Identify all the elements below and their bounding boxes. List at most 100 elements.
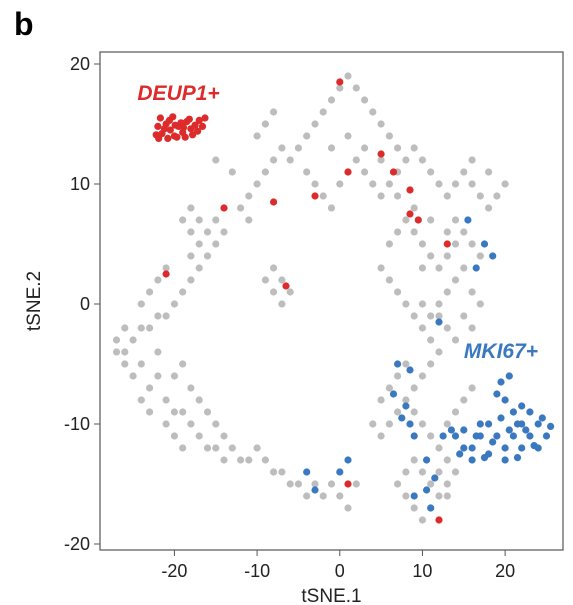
deup1-point xyxy=(173,134,180,141)
background-point xyxy=(452,180,459,187)
background-point xyxy=(171,300,178,307)
mki67-point xyxy=(423,486,430,493)
background-point xyxy=(303,168,310,175)
background-point xyxy=(179,408,186,415)
mki67-point xyxy=(514,420,521,427)
mki67-point xyxy=(440,432,447,439)
y-tick-label: -10 xyxy=(64,414,90,434)
background-point xyxy=(452,216,459,223)
background-point xyxy=(444,192,451,199)
deup1-point xyxy=(270,198,277,205)
x-tick-label: 0 xyxy=(335,561,345,581)
mki67-point xyxy=(526,432,533,439)
background-point xyxy=(402,492,409,499)
background-point xyxy=(477,192,484,199)
mki67-point xyxy=(518,402,525,409)
background-point xyxy=(303,132,310,139)
background-point xyxy=(411,228,418,235)
mki67-point xyxy=(510,408,517,415)
background-point xyxy=(204,252,211,259)
background-point xyxy=(262,120,269,127)
background-point xyxy=(419,324,426,331)
background-point xyxy=(212,156,219,163)
mki67-point xyxy=(473,264,480,271)
background-point xyxy=(212,240,219,247)
background-point xyxy=(402,216,409,223)
background-point xyxy=(220,432,227,439)
deup1-point xyxy=(201,114,208,121)
mki67-point xyxy=(464,216,471,223)
background-point xyxy=(419,240,426,247)
background-point xyxy=(113,348,120,355)
background-point xyxy=(171,372,178,379)
background-point xyxy=(320,192,327,199)
background-point xyxy=(411,504,418,511)
background-point xyxy=(270,264,277,271)
background-point xyxy=(378,192,385,199)
background-point xyxy=(196,216,203,223)
mki67-point xyxy=(402,402,409,409)
background-point xyxy=(427,312,434,319)
background-point xyxy=(361,96,368,103)
background-point xyxy=(353,84,360,91)
background-point xyxy=(220,228,227,235)
background-point xyxy=(444,492,451,499)
mki67-point xyxy=(518,444,525,451)
background-point xyxy=(469,240,476,247)
background-point xyxy=(328,96,335,103)
background-point xyxy=(502,180,509,187)
background-point xyxy=(452,468,459,475)
background-point xyxy=(245,192,252,199)
mki67-point xyxy=(469,456,476,463)
deup1-point xyxy=(154,123,161,130)
background-point xyxy=(287,288,294,295)
background-point xyxy=(138,324,145,331)
mki67-point xyxy=(493,390,500,397)
mki67-annotation: MKI67+ xyxy=(464,340,538,363)
mki67-point xyxy=(506,426,513,433)
background-point xyxy=(121,324,128,331)
mki67-point xyxy=(535,420,542,427)
mki67-point xyxy=(493,432,500,439)
background-point xyxy=(427,480,434,487)
background-point xyxy=(485,204,492,211)
mki67-point xyxy=(489,252,496,259)
background-point xyxy=(460,264,467,271)
background-point xyxy=(295,144,302,151)
deup1-point xyxy=(311,192,318,199)
mki67-point xyxy=(502,456,509,463)
mki67-point xyxy=(303,468,310,475)
deup1-point xyxy=(161,125,168,132)
background-point xyxy=(435,264,442,271)
mki67-point xyxy=(427,504,434,511)
background-point xyxy=(353,156,360,163)
background-point xyxy=(469,180,476,187)
background-point xyxy=(163,420,170,427)
background-point xyxy=(411,204,418,211)
mki67-point xyxy=(514,454,521,461)
background-point xyxy=(460,312,467,319)
background-point xyxy=(477,252,484,259)
background-point xyxy=(444,324,451,331)
background-point xyxy=(138,300,145,307)
mki67-point xyxy=(452,432,459,439)
mki67-point xyxy=(481,240,488,247)
background-point xyxy=(378,120,385,127)
background-point xyxy=(163,396,170,403)
mki67-point xyxy=(431,474,438,481)
background-point xyxy=(278,468,285,475)
background-point xyxy=(402,468,409,475)
background-point xyxy=(394,480,401,487)
background-point xyxy=(427,252,434,259)
background-point xyxy=(435,492,442,499)
mki67-point xyxy=(394,360,401,367)
deup1-point xyxy=(194,128,201,135)
y-axis-title: tSNE.2 xyxy=(24,271,45,331)
background-point xyxy=(237,456,244,463)
series-background xyxy=(113,72,509,523)
mki67-point xyxy=(460,444,467,451)
background-point xyxy=(469,324,476,331)
background-point xyxy=(386,132,393,139)
y-tick-label: 20 xyxy=(70,54,90,74)
background-point xyxy=(427,360,434,367)
